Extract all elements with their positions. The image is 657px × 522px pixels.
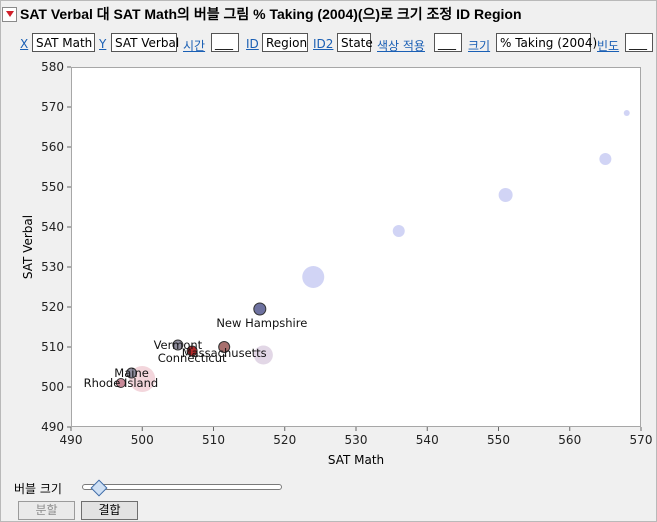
bubble-label: Rhode Island [84,376,159,390]
x-tick-label: 560 [558,433,581,447]
y-tick-label: 500 [41,380,64,394]
y-tick-label: 540 [41,220,64,234]
x-tick-label: 520 [273,433,296,447]
role-id-link[interactable]: ID [246,37,259,51]
bubble-size-label: 버블 크기 [14,482,62,496]
y-tick-label: 560 [41,140,64,154]
y-tick-label: 490 [41,420,64,434]
role-time-link[interactable]: 시간 [183,39,206,53]
y-tick-label: 530 [41,260,64,274]
y-tick-label: 580 [41,60,64,74]
bubble-label: New Hampshire [216,316,307,330]
y-tick-label: 570 [41,100,64,114]
role-size-box[interactable]: % Taking (2004) [496,33,597,52]
role-id2-link[interactable]: ID2 [313,37,334,51]
highlighted-bubble [186,345,198,357]
role-freq-link[interactable]: 빈도 [597,39,620,53]
faded-bubble [623,110,630,116]
role-color-box[interactable]: ___ [434,33,462,52]
split-button[interactable]: 분할 [18,501,75,520]
bubble-label: Connecticut [158,351,227,365]
highlighted-bubble [126,367,138,379]
report-title: SAT Verbal 대 SAT Math의 버블 그림 % Taking (2… [20,6,522,22]
title-bar: SAT Verbal 대 SAT Math의 버블 그림 % Taking (2… [2,3,522,25]
faded-bubble [302,266,325,288]
role-id2-box[interactable]: State [337,33,373,52]
x-tick-label: 500 [131,433,154,447]
x-tick-label: 530 [345,433,368,447]
role-y-box[interactable]: SAT Verbal [111,33,179,52]
x-tick-label: 490 [60,433,83,447]
highlighted-bubble [218,341,231,353]
role-x-link[interactable]: X [20,37,29,51]
faded-bubble [599,153,612,165]
bubble-label: Vermont [154,338,203,352]
x-tick-label: 540 [416,433,439,447]
role-freq-box[interactable]: ___ [625,33,653,52]
x-tick-label: 570 [630,433,653,447]
highlighted-bubble [115,378,126,388]
faded-bubble [392,225,405,237]
bubble-label: Maine [114,366,149,380]
bubble-label: Massachusetts [182,346,267,360]
faded-bubble [498,188,513,202]
role-time-box[interactable]: ___ [211,33,239,52]
role-id-box[interactable]: Region [262,33,308,52]
y-tick-label: 510 [41,340,64,354]
x-axis-label: SAT Math [328,453,384,467]
x-tick-label: 550 [487,433,510,447]
highlighted-bubble [253,302,267,316]
bubble-size-slider-track[interactable] [82,484,282,490]
role-color-link[interactable]: 색상 적용 [377,39,425,53]
role-size-link[interactable]: 크기 [468,39,491,53]
y-tick-label: 550 [41,180,64,194]
y-tick-label: 520 [41,300,64,314]
role-x-box[interactable]: SAT Math [32,33,95,52]
x-tick-label: 510 [202,433,225,447]
combine-button[interactable]: 결합 [81,501,138,520]
role-y-link[interactable]: Y [99,37,107,51]
role-bar: X SAT Math Y SAT Verbal 시간 ___ ID Region… [0,32,657,56]
plot-area[interactable] [71,67,641,427]
bubble-chart: 490 500 510 520 530 540 550 560 570 490 500 510 520 5… [21,60,653,467]
y-axis-label: SAT Verbal [21,215,35,279]
highlighted-bubble [172,339,184,351]
disclosure-triangle-icon[interactable] [2,6,17,22]
faded-bubble [253,345,273,365]
